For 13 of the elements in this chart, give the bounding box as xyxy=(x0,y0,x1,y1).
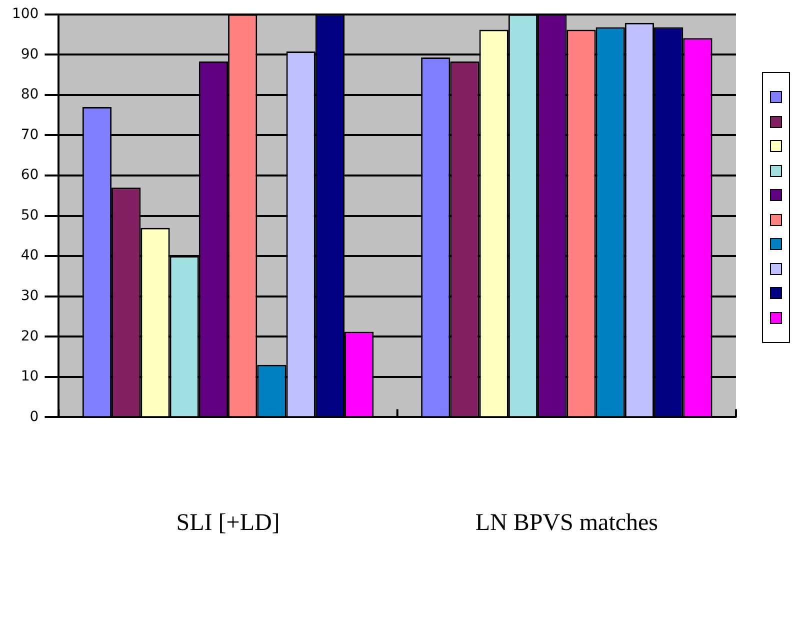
y-tick-label: 20 xyxy=(20,328,39,344)
y-tick-label: 60 xyxy=(20,167,39,184)
y-tick-label: 0 xyxy=(30,408,39,425)
y-tick-label: 50 xyxy=(20,207,39,224)
x-tick-label: SLI [+LD] xyxy=(176,510,280,536)
x-tick-label: LN BPVS matches xyxy=(475,510,658,536)
y-tick-label: 100 xyxy=(12,6,39,22)
y-tick-label: 30 xyxy=(20,288,39,304)
y-tick-label: 70 xyxy=(20,126,39,143)
y-tick-label: 90 xyxy=(20,46,39,62)
y-tick-label: 10 xyxy=(20,368,39,385)
y-tick-label: 40 xyxy=(20,248,39,264)
y-tick-label: 80 xyxy=(20,86,39,103)
